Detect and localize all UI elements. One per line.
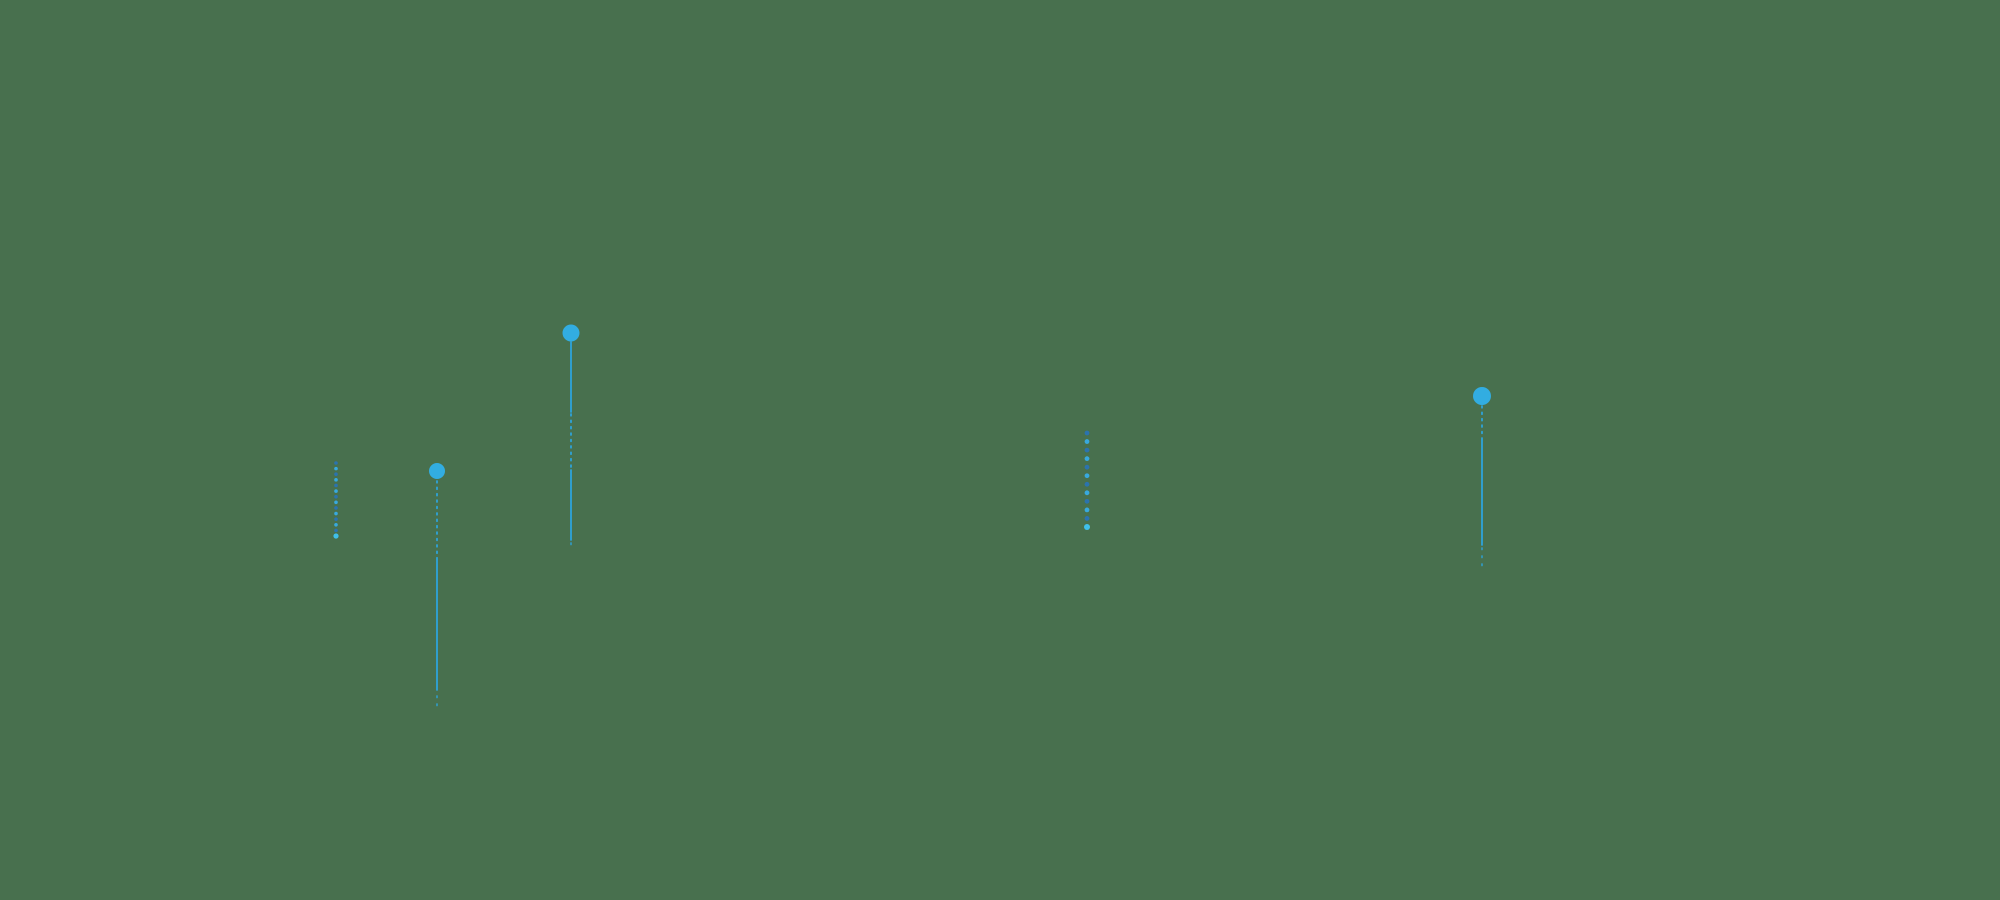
- streak-dot: [334, 466, 338, 471]
- streak-dot: [1084, 516, 1090, 521]
- streak-dot: [1084, 507, 1090, 513]
- streak-dot: [1084, 447, 1090, 453]
- streak-dot: [1084, 430, 1090, 436]
- streak-end-dot: [333, 533, 339, 539]
- comet-head-dot: [1473, 387, 1491, 405]
- streak-dot: [334, 461, 338, 465]
- streak-dot: [1084, 456, 1090, 462]
- streak-dot: [334, 528, 338, 533]
- streak-dot: [334, 489, 338, 493]
- streak-dot: [1084, 498, 1090, 504]
- dotted-streak-particle: [1084, 430, 1090, 530]
- streak-end-dot: [1084, 524, 1090, 530]
- streak-dot: [334, 483, 338, 488]
- comet-particle: [1473, 387, 1491, 568]
- streak-dot: [334, 522, 338, 527]
- streak-dot: [334, 511, 338, 516]
- streak-dot: [1084, 473, 1090, 479]
- streak-dot: [334, 517, 338, 521]
- comet-particle: [429, 463, 445, 711]
- comet-head-dot: [429, 463, 445, 479]
- streak-dot: [1084, 490, 1090, 496]
- comet-head-dot: [562, 324, 580, 342]
- streak-dot: [334, 494, 338, 499]
- streak-dot: [334, 478, 338, 482]
- streak-dot: [334, 506, 338, 510]
- streak-dot: [1084, 464, 1090, 470]
- streak-dot: [334, 500, 338, 505]
- dotted-streak-particle: [333, 461, 339, 539]
- streak-dot: [334, 472, 338, 477]
- streak-dot: [1084, 439, 1090, 444]
- streak-dot: [1084, 481, 1090, 487]
- comet-particle: [562, 324, 580, 549]
